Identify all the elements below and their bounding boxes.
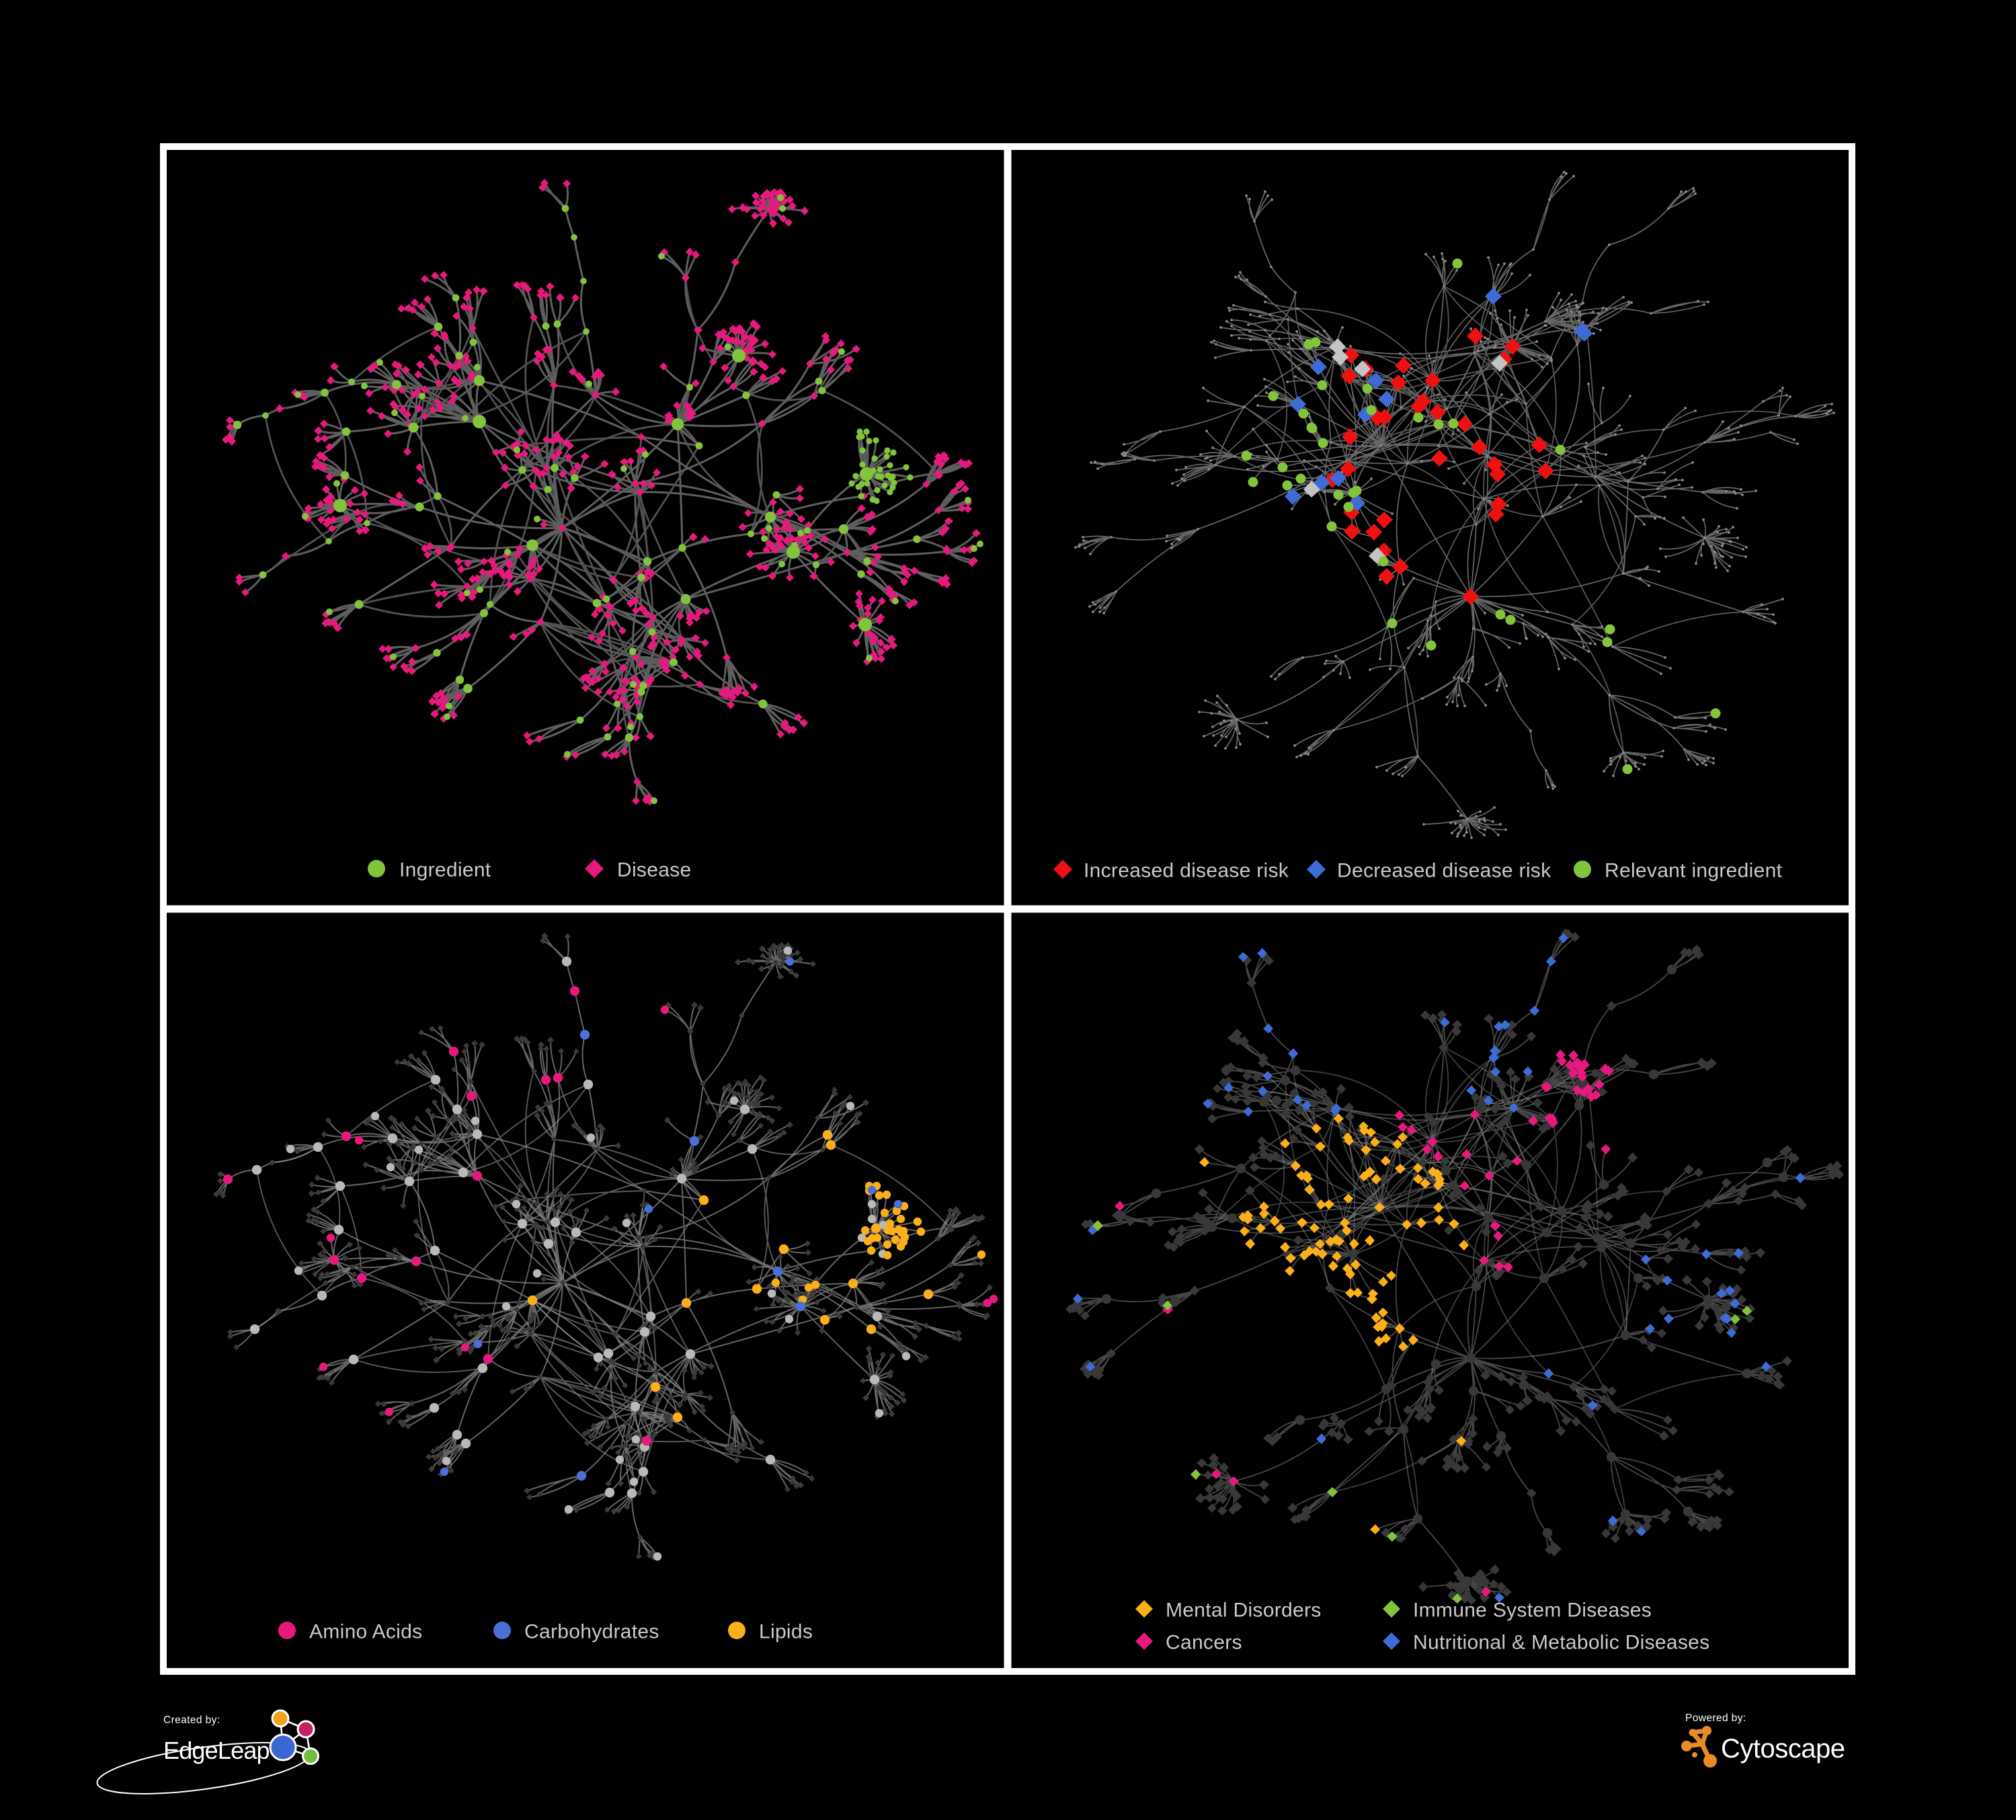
svg-text:Disease: Disease xyxy=(617,859,691,881)
svg-text:Immune System Diseases: Immune System Diseases xyxy=(1413,1599,1652,1622)
svg-text:Relevant ingredient: Relevant ingredient xyxy=(1605,860,1783,882)
svg-text:Carbohydrates: Carbohydrates xyxy=(524,1621,659,1643)
svg-text:Decreased disease risk: Decreased disease risk xyxy=(1337,860,1551,882)
svg-text:Increased disease risk: Increased disease risk xyxy=(1084,860,1289,882)
svg-text:Nutritional & Metabolic Diseas: Nutritional & Metabolic Diseases xyxy=(1413,1632,1709,1654)
svg-text:Lipids: Lipids xyxy=(759,1621,813,1643)
svg-text:Mental Disorders: Mental Disorders xyxy=(1166,1599,1322,1622)
svg-text:Created by:: Created by: xyxy=(163,1714,220,1726)
svg-text:Cytoscape: Cytoscape xyxy=(1721,1734,1845,1764)
svg-text:Ingredient: Ingredient xyxy=(399,859,491,881)
svg-text:Amino Acids: Amino Acids xyxy=(309,1621,422,1643)
svg-text:EdgeLeap: EdgeLeap xyxy=(163,1737,270,1764)
svg-text:Cancers: Cancers xyxy=(1166,1632,1242,1654)
svg-text:Powered by:: Powered by: xyxy=(1685,1712,1746,1724)
